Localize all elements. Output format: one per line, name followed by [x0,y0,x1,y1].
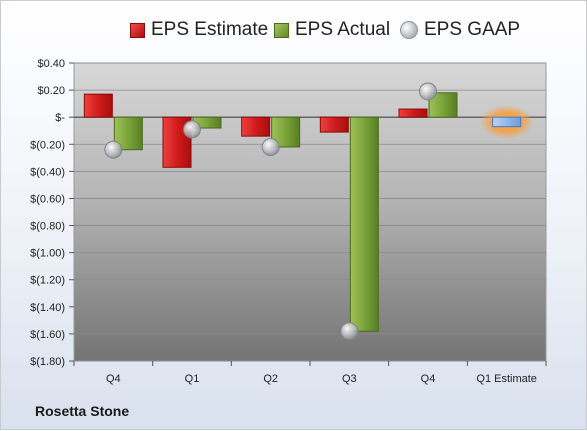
x-tick-label: Q3 [342,373,357,385]
legend-swatch-estimate [130,22,145,38]
y-tick-label: $(0.80) [30,221,65,233]
legend-swatch-gaap [400,21,418,39]
y-tick-label: $0.40 [37,58,65,70]
company-name: Rosetta Stone [35,403,130,419]
x-tick-label: Q4 [421,373,436,385]
y-tick-label: $- [55,112,65,124]
y-tick-label: $(1.00) [30,248,65,260]
y-tick-label: $(0.20) [30,139,65,151]
bar-eps-estimate [241,116,271,137]
legend: EPS Estimate EPS Actual EPS GAAP [1,17,587,43]
legend-label-estimate: EPS Estimate [151,19,269,40]
legend-label-gaap: EPS GAAP [424,19,521,40]
bar-next-estimate [492,116,522,128]
marker-eps-gaap [104,140,123,159]
y-tick-label: $0.20 [37,85,65,97]
y-tick-label: $(0.40) [30,166,65,178]
x-tick-label: Q1 Estimate [476,373,537,385]
x-tick-label: Q2 [263,373,278,385]
x-tick-label: Q1 [185,373,200,385]
y-tick-label: $(1.80) [30,356,65,368]
marker-eps-gaap [340,322,359,341]
bar-eps-estimate [319,116,349,133]
plot-area [73,62,547,362]
legend-label-actual: EPS Actual [295,19,391,40]
y-tick-label: $(0.60) [30,193,65,205]
legend-swatch-actual [274,22,289,38]
marker-eps-gaap [183,120,201,139]
y-tick-label: $(1.20) [30,275,65,287]
y-tick-label: $(1.60) [30,329,65,341]
bar-eps-estimate [398,108,428,118]
legend-item-actual: EPS Actual [274,17,390,43]
marker-eps-gaap [419,82,437,101]
x-tick-label: Q4 [106,373,121,385]
legend-item-gaap: EPS GAAP [400,17,520,43]
legend-item-estimate: EPS Estimate [130,17,268,43]
bar-eps-actual [349,116,379,332]
marker-eps-gaap [261,137,280,156]
bar-eps-estimate [83,93,113,118]
y-tick-label: $(1.40) [30,302,65,314]
